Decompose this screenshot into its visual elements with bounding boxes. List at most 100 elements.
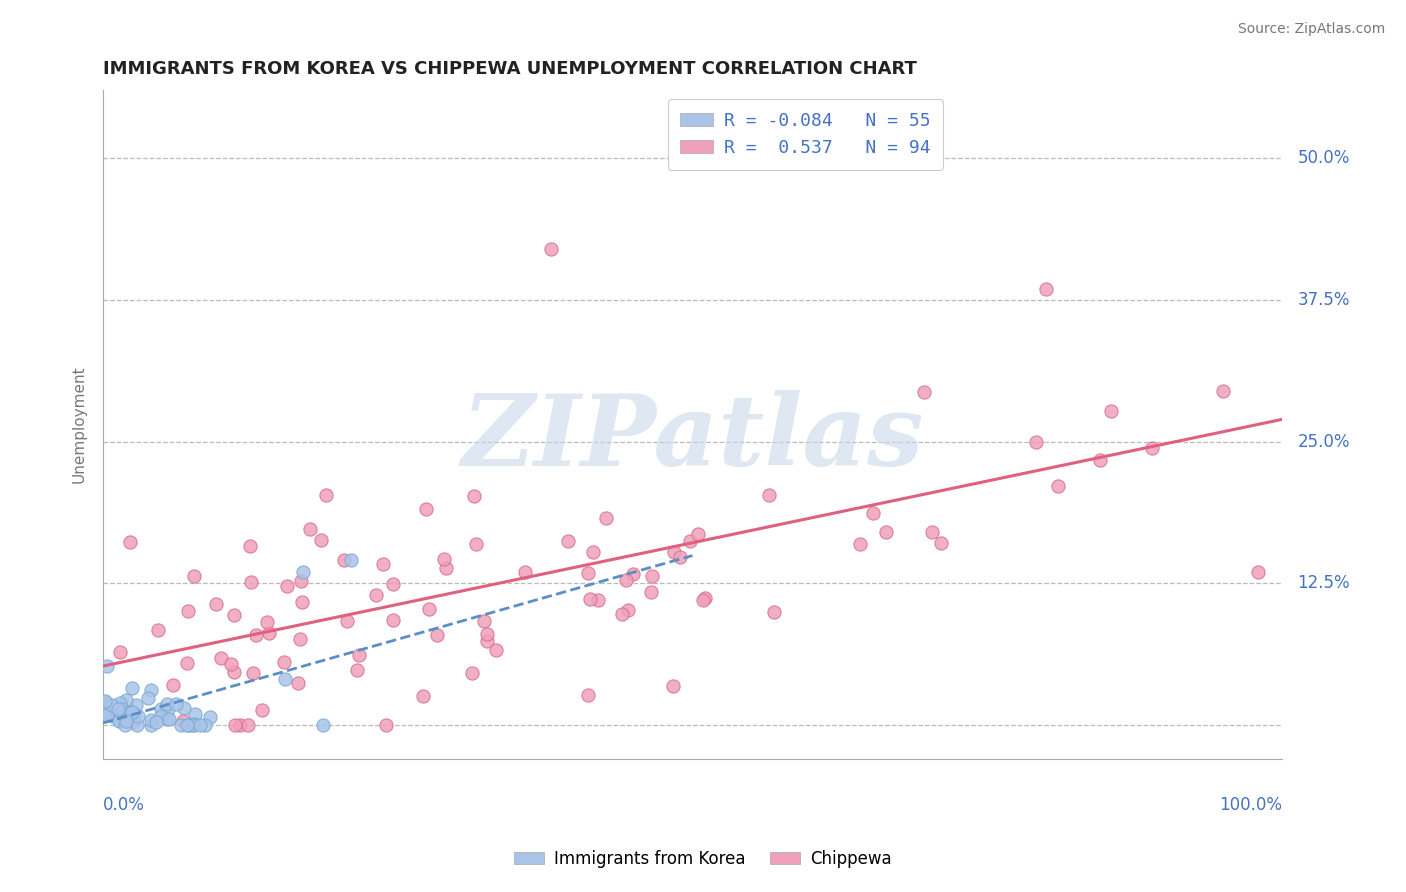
Point [274, 673, 297, 687]
Point [96, 707, 118, 722]
Point [578, 591, 600, 606]
Point [122, 706, 145, 721]
Point [115, 714, 138, 728]
Point [183, 717, 205, 731]
Point [463, 489, 485, 503]
Point [477, 634, 499, 648]
Text: 25.0%: 25.0% [1298, 433, 1350, 450]
Point [177, 718, 200, 732]
Point [127, 718, 149, 732]
Point [194, 718, 217, 732]
Point [170, 718, 193, 732]
Y-axis label: Unemployment: Unemployment [72, 366, 86, 483]
Text: 37.5%: 37.5% [1298, 291, 1350, 309]
Point [364, 587, 387, 601]
Point [146, 624, 169, 638]
Point [122, 715, 145, 730]
Point [242, 666, 264, 681]
Point [763, 605, 786, 619]
Point [219, 657, 242, 671]
Point [150, 709, 173, 723]
Legend: R = -0.084   N = 55, R =  0.537   N = 94: R = -0.084 N = 55, R = 0.537 N = 94 [668, 99, 943, 169]
Point [121, 708, 143, 723]
Point [156, 698, 179, 712]
Point [94, 704, 117, 718]
Point [1088, 453, 1111, 467]
Point [346, 663, 368, 677]
Point [239, 539, 262, 553]
Point [101, 708, 124, 723]
Point [849, 537, 872, 551]
Point [108, 696, 131, 710]
Point [862, 507, 884, 521]
Point [183, 707, 205, 722]
Point [695, 591, 717, 605]
Point [415, 502, 437, 516]
Point [291, 595, 314, 609]
Text: Source: ZipAtlas.com: Source: ZipAtlas.com [1237, 22, 1385, 37]
Point [540, 242, 562, 256]
Point [1099, 403, 1122, 417]
Point [173, 701, 195, 715]
Point [921, 524, 943, 539]
Point [224, 718, 246, 732]
Point [176, 718, 198, 732]
Text: 100.0%: 100.0% [1219, 796, 1282, 814]
Point [433, 552, 456, 566]
Point [287, 675, 309, 690]
Point [382, 614, 405, 628]
Point [157, 712, 180, 726]
Point [115, 692, 138, 706]
Text: ZIPatlas: ZIPatlas [461, 390, 924, 486]
Point [290, 574, 312, 588]
Point [121, 705, 143, 719]
Point [371, 557, 394, 571]
Point [557, 533, 579, 548]
Point [426, 628, 449, 642]
Point [662, 679, 685, 693]
Point [257, 626, 280, 640]
Point [94, 707, 117, 722]
Point [1212, 384, 1234, 398]
Point [156, 713, 179, 727]
Point [94, 694, 117, 708]
Point [114, 711, 136, 725]
Point [107, 702, 129, 716]
Point [912, 385, 935, 400]
Point [686, 526, 709, 541]
Point [595, 511, 617, 525]
Point [114, 718, 136, 732]
Point [245, 628, 267, 642]
Point [576, 688, 599, 702]
Point [1035, 281, 1057, 295]
Point [250, 703, 273, 717]
Point [311, 718, 333, 732]
Point [150, 702, 173, 716]
Point [183, 569, 205, 583]
Point [614, 573, 637, 587]
Point [127, 709, 149, 723]
Point [412, 690, 434, 704]
Point [176, 657, 198, 671]
Point [198, 710, 221, 724]
Point [122, 708, 145, 723]
Point [617, 603, 640, 617]
Text: IMMIGRANTS FROM KOREA VS CHIPPEWA UNEMPLOYMENT CORRELATION CHART: IMMIGRANTS FROM KOREA VS CHIPPEWA UNEMPL… [103, 60, 917, 78]
Point [108, 645, 131, 659]
Point [339, 553, 361, 567]
Point [177, 603, 200, 617]
Point [586, 593, 609, 607]
Point [118, 705, 141, 719]
Point [292, 565, 315, 579]
Point [1247, 565, 1270, 579]
Point [1025, 434, 1047, 449]
Point [513, 565, 536, 579]
Point [256, 615, 278, 629]
Point [382, 577, 405, 591]
Point [664, 545, 686, 559]
Point [309, 533, 332, 547]
Point [94, 695, 117, 709]
Point [136, 691, 159, 706]
Point [222, 607, 245, 622]
Point [181, 718, 204, 732]
